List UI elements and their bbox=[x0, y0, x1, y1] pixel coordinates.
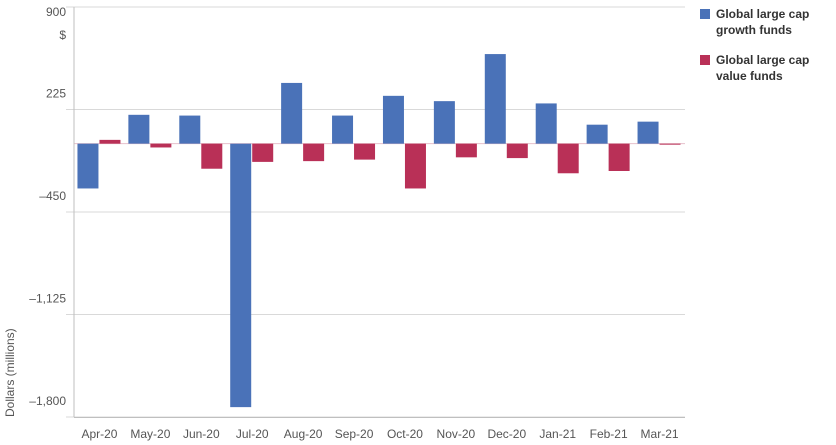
bar-growth bbox=[382, 95, 404, 144]
x-tick-label: Nov-20 bbox=[437, 427, 476, 441]
bar-value bbox=[557, 143, 579, 174]
bar-value bbox=[659, 143, 681, 145]
legend-swatch-growth bbox=[700, 9, 710, 19]
x-tick-label: Aug-20 bbox=[284, 427, 323, 441]
bar-growth bbox=[77, 143, 99, 189]
y-axis-unit: $ bbox=[59, 28, 66, 42]
x-tick-label: Jan-21 bbox=[539, 427, 576, 441]
bar-value bbox=[608, 143, 630, 171]
bar-growth bbox=[586, 124, 608, 144]
bar-growth bbox=[433, 101, 455, 144]
x-tick-label: Feb-21 bbox=[590, 427, 628, 441]
bar-growth bbox=[332, 115, 354, 144]
bar-value bbox=[201, 143, 223, 169]
x-tick-label: Oct-20 bbox=[387, 427, 423, 441]
y-axis: 900 225 –450 –1,125 –1,800 bbox=[29, 5, 75, 417]
x-tick-label: Dec-20 bbox=[487, 427, 526, 441]
gridlines bbox=[66, 6, 685, 418]
bar-value bbox=[99, 139, 121, 144]
y-tick-label: 900 bbox=[46, 5, 66, 19]
bar-growth bbox=[535, 103, 557, 144]
y-tick-label: –1,125 bbox=[29, 292, 66, 306]
bar-growth bbox=[281, 82, 303, 144]
legend-item-value: Global large cap value funds bbox=[700, 52, 830, 84]
bar-growth bbox=[179, 115, 201, 144]
bar-growth bbox=[637, 121, 659, 144]
x-tick-label: Sep-20 bbox=[335, 427, 374, 441]
x-tick-label: Mar-21 bbox=[641, 427, 679, 441]
bar-value bbox=[354, 143, 376, 160]
legend-label-growth: Global large cap growth funds bbox=[716, 7, 810, 37]
x-axis: Apr-20 May-20 Jun-20 Jul-20 Aug-20 Sep-20 Oct-… bbox=[74, 417, 685, 441]
x-tick-label: Jun-20 bbox=[183, 427, 220, 441]
y-axis-label: Dollars (millions) bbox=[3, 328, 17, 417]
legend-label-value: Global large cap value funds bbox=[716, 53, 810, 83]
bar-value bbox=[506, 143, 528, 159]
y-tick-label: –1,800 bbox=[29, 394, 66, 408]
y-tick-label: 225 bbox=[46, 87, 66, 101]
legend-item-growth: Global large cap growth funds bbox=[700, 6, 830, 38]
bar-growth bbox=[230, 143, 252, 408]
bar-value bbox=[455, 143, 477, 158]
bars bbox=[77, 54, 681, 408]
bar-value bbox=[252, 143, 274, 162]
x-tick-label: May-20 bbox=[130, 427, 170, 441]
x-tick-label: Jul-20 bbox=[236, 427, 269, 441]
bar-value bbox=[404, 143, 426, 189]
y-tick-label: –450 bbox=[39, 189, 66, 203]
x-tick-label: Apr-20 bbox=[81, 427, 117, 441]
bar-value bbox=[150, 143, 172, 148]
bar-growth bbox=[128, 114, 150, 144]
bar-growth bbox=[484, 54, 506, 144]
legend-swatch-value bbox=[700, 55, 710, 65]
legend: Global large cap growth funds Global lar… bbox=[700, 6, 830, 98]
bar-value bbox=[303, 143, 325, 162]
